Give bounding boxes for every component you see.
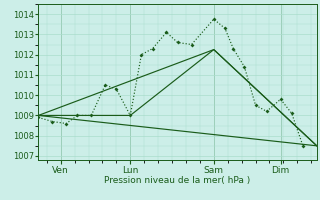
X-axis label: Pression niveau de la mer( hPa ): Pression niveau de la mer( hPa ) <box>104 176 251 185</box>
